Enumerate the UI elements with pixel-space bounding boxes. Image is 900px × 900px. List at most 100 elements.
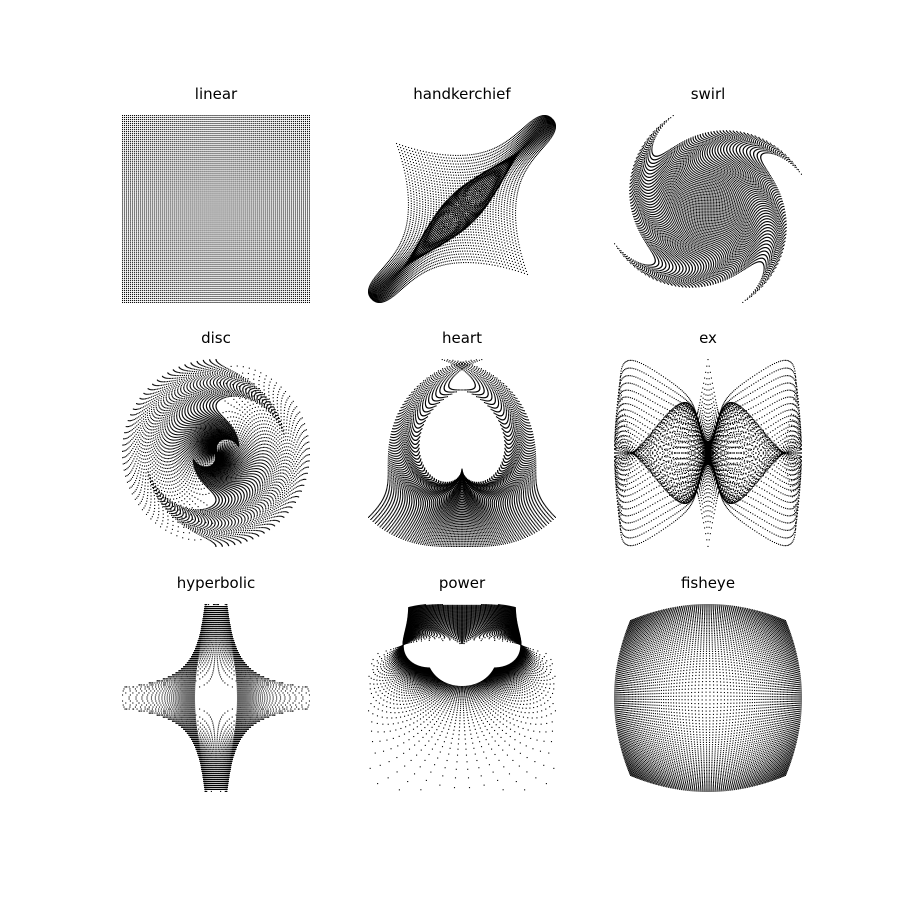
scatter-point bbox=[180, 302, 181, 303]
scatter-point bbox=[216, 117, 217, 118]
scatter-point bbox=[184, 298, 185, 299]
scatter-point bbox=[200, 121, 201, 122]
scatter-point bbox=[196, 125, 197, 126]
scatter-point bbox=[174, 284, 175, 285]
scatter-point bbox=[134, 292, 135, 293]
scatter-point bbox=[176, 284, 177, 285]
scatter-point bbox=[146, 201, 147, 202]
scatter-point bbox=[210, 224, 211, 225]
scatter-point bbox=[214, 246, 215, 247]
scatter-point bbox=[144, 246, 145, 247]
scatter-point bbox=[208, 121, 209, 122]
scatter-point bbox=[160, 292, 161, 293]
scatter-point bbox=[206, 207, 207, 208]
scatter-point bbox=[200, 296, 201, 297]
scatter-point bbox=[154, 169, 155, 170]
scatter-point bbox=[132, 125, 133, 126]
scatter-point bbox=[216, 199, 217, 200]
scatter-point bbox=[150, 288, 151, 289]
scatter-point bbox=[150, 159, 151, 160]
scatter-point bbox=[200, 175, 201, 176]
scatter-point bbox=[172, 248, 173, 249]
scatter-point bbox=[162, 207, 163, 208]
scatter-point bbox=[144, 224, 145, 225]
scatter-point bbox=[174, 256, 175, 257]
scatter-point bbox=[210, 137, 211, 138]
scatter-point bbox=[222, 161, 223, 162]
scatter-point bbox=[162, 276, 163, 277]
scatter-point bbox=[154, 302, 155, 303]
scatter-point bbox=[194, 288, 195, 289]
scatter-point bbox=[222, 181, 223, 182]
scatter-point bbox=[178, 207, 179, 208]
scatter-point bbox=[128, 123, 129, 124]
scatter-point bbox=[150, 205, 151, 206]
scatter-point bbox=[134, 177, 135, 178]
scatter-point bbox=[176, 197, 177, 198]
scatter-point bbox=[216, 248, 217, 249]
scatter-point bbox=[204, 260, 205, 261]
scatter-point bbox=[214, 195, 215, 196]
scatter-point bbox=[184, 248, 185, 249]
scatter-point bbox=[132, 246, 133, 247]
scatter-point bbox=[192, 298, 193, 299]
scatter-point bbox=[174, 266, 175, 267]
scatter-point bbox=[202, 220, 203, 221]
scatter-point bbox=[122, 141, 123, 142]
scatter-point bbox=[170, 220, 171, 221]
scatter-point bbox=[150, 272, 151, 273]
scatter-point bbox=[138, 157, 139, 158]
scatter-point bbox=[188, 199, 189, 200]
scatter-point bbox=[144, 268, 145, 269]
scatter-point bbox=[174, 240, 175, 241]
scatter-point bbox=[182, 203, 183, 204]
scatter-point bbox=[134, 119, 135, 120]
scatter-point bbox=[196, 127, 197, 128]
scatter-point bbox=[140, 264, 141, 265]
scatter-point bbox=[212, 133, 213, 134]
scatter-point bbox=[194, 220, 195, 221]
scatter-point bbox=[196, 228, 197, 229]
scatter-point bbox=[148, 256, 149, 257]
scatter-point bbox=[178, 141, 179, 142]
scatter-point bbox=[224, 211, 225, 212]
scatter-point bbox=[196, 274, 197, 275]
scatter-point bbox=[164, 224, 165, 225]
scatter-point bbox=[152, 254, 153, 255]
scatter-point bbox=[144, 290, 145, 291]
scatter-point bbox=[196, 199, 197, 200]
scatter-point bbox=[158, 131, 159, 132]
scatter-point bbox=[162, 292, 163, 293]
scatter-point bbox=[146, 167, 147, 168]
scatter-point bbox=[188, 135, 189, 136]
scatter-point bbox=[206, 266, 207, 267]
scatter-point bbox=[204, 262, 205, 263]
scatter-point bbox=[184, 151, 185, 152]
scatter-point bbox=[178, 161, 179, 162]
scatter-point bbox=[178, 157, 179, 158]
scatter-point bbox=[222, 234, 223, 235]
scatter-point bbox=[132, 268, 133, 269]
scatter-point bbox=[174, 282, 175, 283]
scatter-point bbox=[142, 240, 143, 241]
scatter-point bbox=[182, 137, 183, 138]
scatter-point bbox=[192, 238, 193, 239]
scatter-point bbox=[212, 300, 213, 301]
scatter-point bbox=[162, 141, 163, 142]
scatter-point bbox=[227, 155, 228, 156]
scatter-point bbox=[216, 169, 217, 170]
scatter-point bbox=[208, 115, 209, 116]
scatter-point bbox=[218, 183, 219, 184]
scatter-point bbox=[200, 159, 201, 160]
scatter-point bbox=[216, 280, 217, 281]
scatter-point bbox=[162, 169, 163, 170]
scatter-point bbox=[202, 290, 203, 291]
scatter-point bbox=[124, 280, 125, 281]
scatter-point bbox=[158, 145, 159, 146]
scatter-point bbox=[178, 246, 179, 247]
scatter-point bbox=[188, 141, 189, 142]
scatter-point bbox=[168, 191, 169, 192]
scatter-point bbox=[130, 238, 131, 239]
scatter-point bbox=[168, 252, 169, 253]
scatter-point bbox=[186, 175, 187, 176]
